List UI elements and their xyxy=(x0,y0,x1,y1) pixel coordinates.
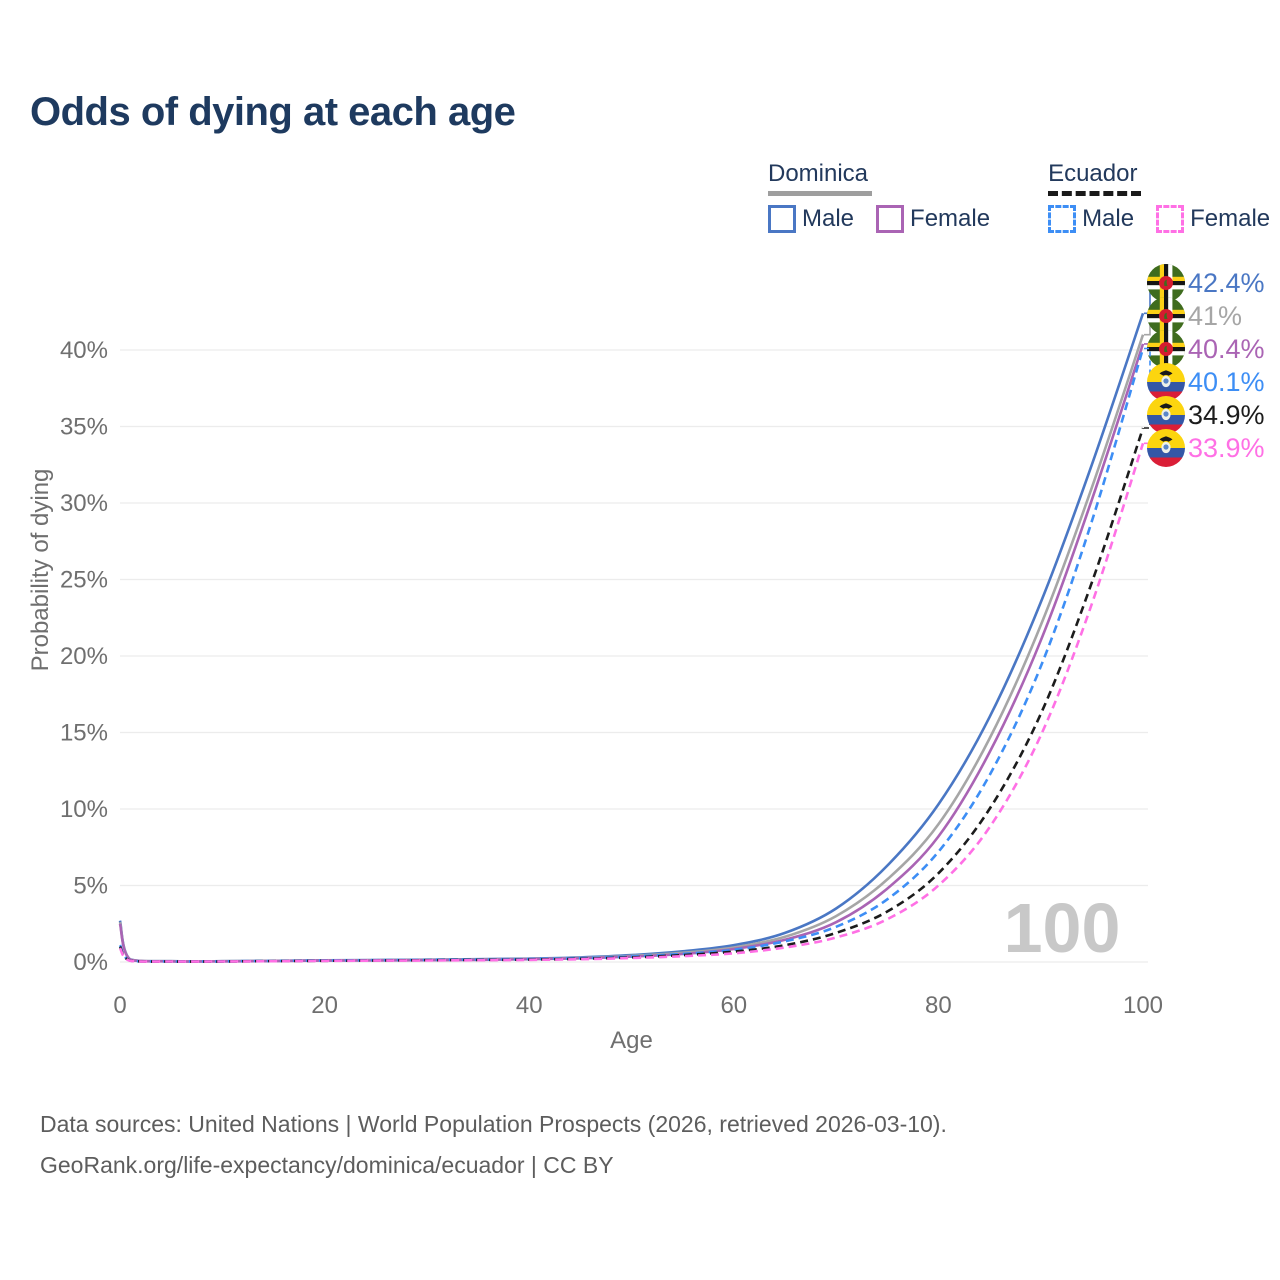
dominica-female-checkbox[interactable] xyxy=(876,205,905,233)
x-tick-label: 40 xyxy=(516,992,543,1019)
data-sources: Data sources: United Nations | World Pop… xyxy=(40,1104,947,1186)
legend-group-dominica: Dominica Male Female xyxy=(768,160,990,233)
ecuador-flag-icon xyxy=(1147,363,1185,401)
series-line-dominica-both xyxy=(118,334,1145,963)
series-end-labels: 42.4%41%40.4%40.1%34.9%33.9% xyxy=(1144,264,1265,467)
x-tick-label: 20 xyxy=(311,992,338,1019)
dominica-flag-icon xyxy=(1147,330,1185,368)
ecuador-male-checkbox[interactable] xyxy=(1048,205,1077,233)
ecuador-female-checkbox[interactable] xyxy=(1156,205,1185,233)
age-watermark: 100 xyxy=(1004,889,1121,967)
series-line-dominica-female xyxy=(118,343,1145,963)
legend-item-dominica-female[interactable]: Female xyxy=(876,205,990,233)
series-line-ecuador-female xyxy=(118,442,1145,963)
end-value-label: 41% xyxy=(1188,301,1242,331)
end-value-label: 40.4% xyxy=(1188,334,1265,364)
end-value-label: 40.1% xyxy=(1188,367,1265,397)
x-tick-label: 0 xyxy=(113,992,126,1019)
legend-label: Male xyxy=(802,205,855,232)
y-axis-label: Probability of dying xyxy=(27,469,54,672)
series-line-ecuador-both xyxy=(118,427,1145,963)
legend-item-ecuador-female[interactable]: Female xyxy=(1156,205,1270,233)
age-watermark-text: 100 xyxy=(1004,889,1121,967)
y-tick-label: 25% xyxy=(60,567,108,594)
dominica-flag-icon xyxy=(1147,297,1185,335)
y-tick-label: 10% xyxy=(60,796,108,823)
legend-label: Female xyxy=(910,205,991,232)
series-lines xyxy=(118,312,1145,963)
y-tick-label: 20% xyxy=(60,643,108,670)
end-value-label: 33.9% xyxy=(1188,433,1265,463)
dominica-flag-icon xyxy=(1147,264,1185,302)
y-tick-label: 35% xyxy=(60,414,108,441)
y-tick-label: 15% xyxy=(60,720,108,747)
ecuador-flag-icon xyxy=(1147,429,1185,467)
legend-item-ecuador-male[interactable]: Male xyxy=(1048,205,1134,233)
x-axis-label: Age xyxy=(610,1027,653,1054)
end-value-label: 42.4% xyxy=(1188,268,1265,298)
legend-item-dominica-male[interactable]: Male xyxy=(768,205,854,233)
series-line-ecuador-male xyxy=(118,348,1145,963)
legend-country-ecuador: Ecuador xyxy=(1048,160,1142,196)
y-tick-label: 30% xyxy=(60,490,108,517)
axis-ticks: 0% 5% 10% 15% 20% 25% 30% 35% 40% 0 20 40 60 80 100 xyxy=(60,337,1163,1019)
legend-group-ecuador: Ecuador Male Female xyxy=(1048,160,1270,233)
gridlines xyxy=(120,349,1148,963)
x-tick-label: 60 xyxy=(720,992,747,1019)
ecuador-flag-icon xyxy=(1147,396,1185,434)
data-sources-line1: Data sources: United Nations | World Pop… xyxy=(40,1111,947,1137)
x-tick-label: 80 xyxy=(925,992,952,1019)
y-tick-label: 0% xyxy=(73,949,108,976)
legend-label: Female xyxy=(1190,205,1271,232)
legend: Dominica Male Female Ecuador Male xyxy=(768,160,1270,233)
page-title: Odds of dying at each age xyxy=(30,90,516,134)
data-sources-line2: GeoRank.org/life-expectancy/dominica/ecu… xyxy=(40,1152,614,1178)
series-line-dominica-male xyxy=(118,312,1145,963)
x-tick-label: 100 xyxy=(1123,992,1163,1019)
legend-country-dominica: Dominica xyxy=(768,160,873,196)
end-value-label: 34.9% xyxy=(1188,400,1265,430)
y-tick-label: 5% xyxy=(73,873,108,900)
legend-label: Male xyxy=(1082,205,1135,232)
axis-labels: Age Probability of dying xyxy=(27,469,653,1054)
dominica-male-checkbox[interactable] xyxy=(768,205,796,233)
y-tick-label: 40% xyxy=(60,337,108,364)
